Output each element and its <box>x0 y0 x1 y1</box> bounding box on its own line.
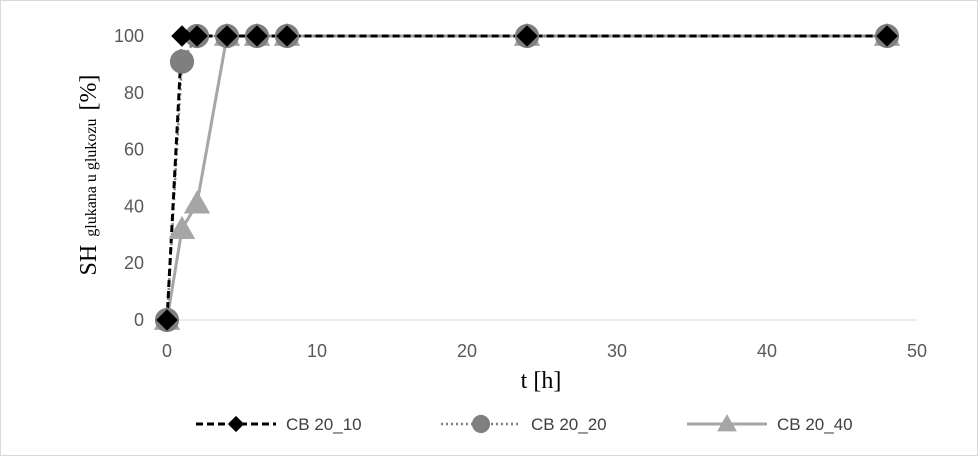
legend: CB 20_10 CB 20_20 CB 20_40 <box>196 414 853 434</box>
data-point-diamond <box>171 25 193 47</box>
y-axis-ticks: 0 20 40 60 80 100 <box>114 26 144 330</box>
series-line-2 <box>165 34 887 321</box>
x-tick-label: 30 <box>607 341 627 361</box>
x-axis-title: t [h] <box>521 368 562 394</box>
y-axis-title: SH glukana u glukozu [%] <box>76 75 102 276</box>
series-lines <box>165 34 887 321</box>
data-point-diamond <box>186 25 208 47</box>
y-tick-label: 80 <box>124 83 144 103</box>
x-tick-label: 40 <box>757 341 777 361</box>
y-tick-label: 20 <box>124 253 144 273</box>
data-point-circle <box>169 49 195 74</box>
legend-label: CB 20_10 <box>286 415 362 434</box>
x-tick-label: 10 <box>307 341 327 361</box>
data-point-diamond <box>156 309 178 331</box>
series-line-1 <box>165 34 887 321</box>
legend-label: CB 20_40 <box>777 415 853 434</box>
data-point-diamond <box>246 25 268 47</box>
legend-marker-circle <box>471 414 491 434</box>
legend-label: CB 20_20 <box>531 415 607 434</box>
y-axis-title-unit: [%] <box>76 75 102 111</box>
legend-item: CB 20_10 <box>196 415 362 434</box>
data-point-diamond <box>276 25 298 47</box>
legend-marker-diamond <box>227 415 245 433</box>
y-tick-label: 100 <box>114 26 144 46</box>
series-line-3 <box>165 34 887 321</box>
data-point-diamond <box>516 25 538 47</box>
y-tick-label: 60 <box>124 140 144 160</box>
legend-item: CB 20_40 <box>687 414 853 434</box>
series-markers <box>153 22 901 333</box>
y-axis-title-sub: glukana u glukozu <box>83 119 100 237</box>
data-point-triangle <box>183 190 211 214</box>
data-point-triangle <box>168 215 196 240</box>
y-tick-label: 40 <box>124 196 144 216</box>
data-point-diamond <box>876 25 898 47</box>
legend-marker-triangle <box>717 414 737 432</box>
legend-item: CB 20_20 <box>441 414 607 434</box>
x-tick-label: 50 <box>907 341 927 361</box>
y-axis-title-main: SH <box>76 245 102 276</box>
x-tick-label: 0 <box>162 341 172 361</box>
x-axis-ticks: 0 10 20 30 40 50 <box>162 341 927 361</box>
data-point-diamond <box>216 25 238 47</box>
x-tick-label: 20 <box>457 341 477 361</box>
y-tick-label: 0 <box>134 310 144 330</box>
